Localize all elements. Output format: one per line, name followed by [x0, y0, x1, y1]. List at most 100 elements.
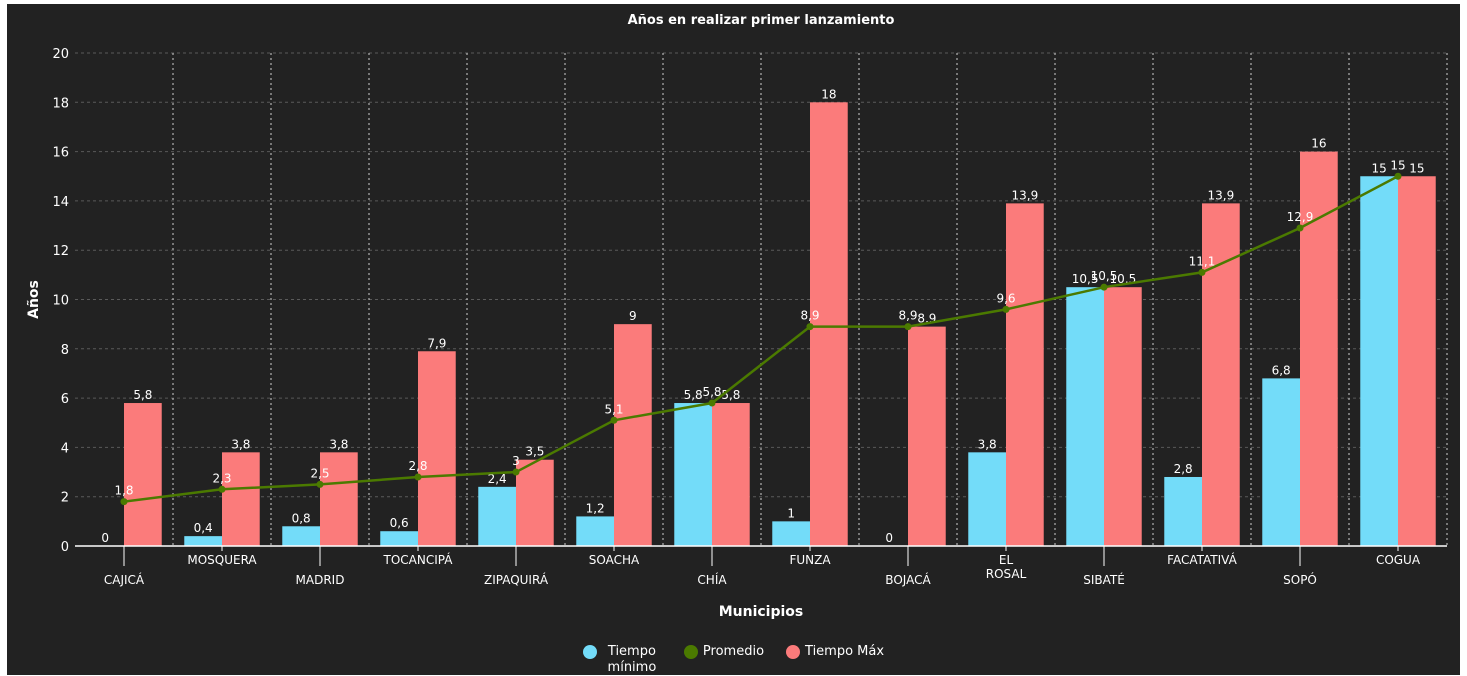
data-label-promedio: 15 [1390, 158, 1405, 172]
bar-tiempo-minimo-madrid [282, 526, 320, 546]
bar-tiempo-minimo-funza [772, 521, 810, 546]
x-tick-label: SOACHA [589, 553, 640, 567]
data-label-tiempo-minimo: 1 [787, 506, 795, 520]
data-label-tiempo-minimo: 0,8 [292, 511, 311, 525]
data-label-tiempo-max: 3,8 [329, 437, 348, 451]
bar-tiempo-max-madrid [320, 452, 358, 546]
legend-item-tiempo-minimo[interactable]: Tiempo mínimo [582, 644, 662, 676]
x-tick-label: COGUA [1376, 553, 1421, 567]
y-tick-label: 20 [52, 47, 69, 62]
bar-tiempo-minimo-soacha [576, 516, 614, 546]
x-tick-label: ZIPAQUIRÁ [484, 572, 549, 587]
bar-tiempo-minimo-facatativa [1164, 476, 1202, 546]
chart-title: Años en realizar primer lanzamiento [628, 13, 895, 28]
bar-tiempo-minimo-el-rosal [968, 452, 1006, 546]
x-tick-label: CHÍA [697, 572, 727, 587]
data-label-promedio: 10,5 [1091, 269, 1118, 283]
data-label-tiempo-max: 5,8 [133, 388, 152, 402]
legend-swatch-promedio [683, 645, 698, 659]
data-label-promedio: 5,1 [604, 402, 623, 416]
point-promedio-zipaquira [512, 468, 520, 476]
data-label-promedio: 12,9 [1287, 210, 1314, 224]
data-label-promedio: 5,8 [702, 385, 721, 399]
chart-canvas: Años en realizar primer lanzamiento 0 2 4 6 8… [26, 13, 1448, 620]
data-label-tiempo-max: 3,5 [525, 445, 544, 459]
data-label-tiempo-max: 15 [1409, 161, 1424, 175]
y-tick-label: 16 [52, 146, 69, 161]
data-label-tiempo-max: 18 [821, 87, 836, 101]
bar-tiempo-minimo-mosquera [184, 536, 222, 546]
y-tick-label: 0 [61, 540, 69, 555]
y-tick-label: 14 [52, 195, 69, 210]
legend-label-tiempo-max: Tiempo Máx [805, 644, 885, 659]
bar-tiempo-max-bojaca [908, 326, 946, 546]
data-label-tiempo-minimo: 5,8 [684, 388, 703, 402]
y-tick-label: 8 [61, 343, 69, 358]
point-promedio-madrid [316, 480, 324, 488]
point-promedio-soacha [610, 416, 618, 424]
data-label-tiempo-minimo: 2,4 [488, 472, 507, 486]
y-tick-label: 10 [52, 294, 69, 309]
data-label-tiempo-minimo: 0 [101, 531, 109, 545]
x-tick-label: TOCANCIPÁ [383, 552, 454, 567]
chart-panel: Años en realizar primer lanzamiento 0 2 4 6 8… [7, 4, 1460, 675]
data-label-tiempo-max: 7,9 [427, 336, 446, 350]
data-label-tiempo-minimo: 15 [1371, 161, 1386, 175]
x-axis-title: Municipios [719, 604, 804, 620]
point-promedio-cajica [120, 498, 128, 506]
point-promedio-mosquera [218, 485, 226, 493]
data-label-tiempo-minimo: 2,8 [1174, 462, 1193, 476]
y-tick-label: 12 [52, 244, 69, 259]
data-label-promedio: 11,1 [1189, 254, 1216, 268]
data-label-promedio: 8,9 [800, 309, 819, 323]
legend-swatch-tiempo-max [786, 645, 801, 659]
bar-tiempo-max-cogua [1398, 176, 1436, 546]
bar-tiempo-max-soacha [614, 324, 652, 546]
data-label-tiempo-minimo: 0,4 [194, 521, 213, 535]
point-promedio-sopo [1296, 224, 1304, 232]
y-tick-label: 2 [61, 491, 69, 506]
line-promedio [123, 175, 1399, 503]
point-promedio-facatativa [1198, 268, 1206, 276]
data-label-tiempo-max: 9 [629, 309, 637, 323]
bar-tiempo-minimo-sibate [1066, 287, 1104, 546]
y-tick-label: 18 [52, 96, 69, 111]
point-promedio-el-rosal [1002, 305, 1010, 313]
data-label-tiempo-max: 13,9 [1012, 188, 1039, 202]
bar-tiempo-max-chia [712, 403, 750, 546]
bar-tiempo-max-funza [810, 102, 848, 547]
data-label-promedio: 2,3 [212, 471, 231, 485]
data-label-tiempo-max: 13,9 [1208, 188, 1235, 202]
bar-tiempo-minimo-sopo [1262, 378, 1300, 546]
x-tick-label: BOJACÁ [885, 572, 931, 587]
point-promedio-funza [806, 323, 814, 331]
bar-tiempo-max-zipaquira [516, 459, 554, 546]
bar-tiempo-minimo-zipaquira [478, 486, 516, 546]
bar-tiempo-max-el-rosal [1006, 203, 1044, 547]
point-promedio-sibate [1100, 283, 1108, 291]
data-label-promedio: 1,8 [114, 484, 133, 498]
y-axis-title: Años [26, 280, 42, 319]
point-promedio-cogua [1394, 172, 1402, 180]
y-tick-label: 4 [61, 441, 69, 456]
point-promedio-bojaca [904, 323, 912, 331]
x-tick-label: EL ROSAL [986, 553, 1027, 581]
data-label-tiempo-minimo: 3,8 [978, 437, 997, 451]
legend-item-promedio[interactable]: Promedio [683, 644, 764, 676]
data-label-tiempo-minimo: 0,6 [390, 516, 409, 530]
point-promedio-chia [708, 399, 716, 407]
bar-tiempo-minimo-chia [674, 403, 712, 546]
bar-tiempo-minimo-cogua [1360, 176, 1398, 546]
data-label-tiempo-minimo: 1,2 [586, 501, 605, 515]
data-label-promedio: 8,9 [898, 309, 917, 323]
point-promedio-tocancipa [414, 473, 422, 481]
bar-tiempo-max-cajica [124, 403, 162, 546]
bar-tiempo-minimo-tocancipa [380, 531, 418, 546]
legend-item-tiempo-max[interactable]: Tiempo Máx [786, 644, 884, 676]
data-label-tiempo-minimo: 10,5 [1072, 272, 1099, 286]
bar-tiempo-max-facatativa [1202, 203, 1240, 547]
y-tick-label: 6 [61, 392, 69, 407]
data-label-tiempo-minimo: 6,8 [1272, 363, 1291, 377]
data-label-promedio: 2,8 [408, 459, 427, 473]
bar-tiempo-max-sibate [1104, 287, 1142, 546]
